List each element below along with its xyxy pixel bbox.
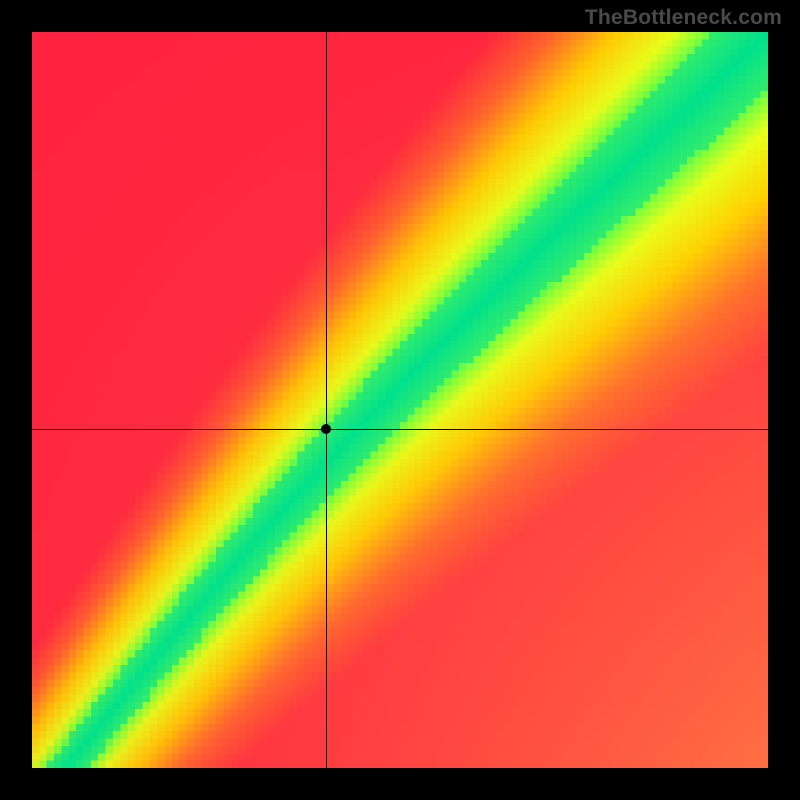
heatmap-canvas [32, 32, 768, 768]
chart-container: TheBottleneck.com [0, 0, 800, 800]
watermark-text: TheBottleneck.com [585, 6, 782, 30]
crosshair-horizontal [32, 429, 768, 430]
plot-area [32, 32, 768, 768]
crosshair-vertical [326, 32, 327, 768]
